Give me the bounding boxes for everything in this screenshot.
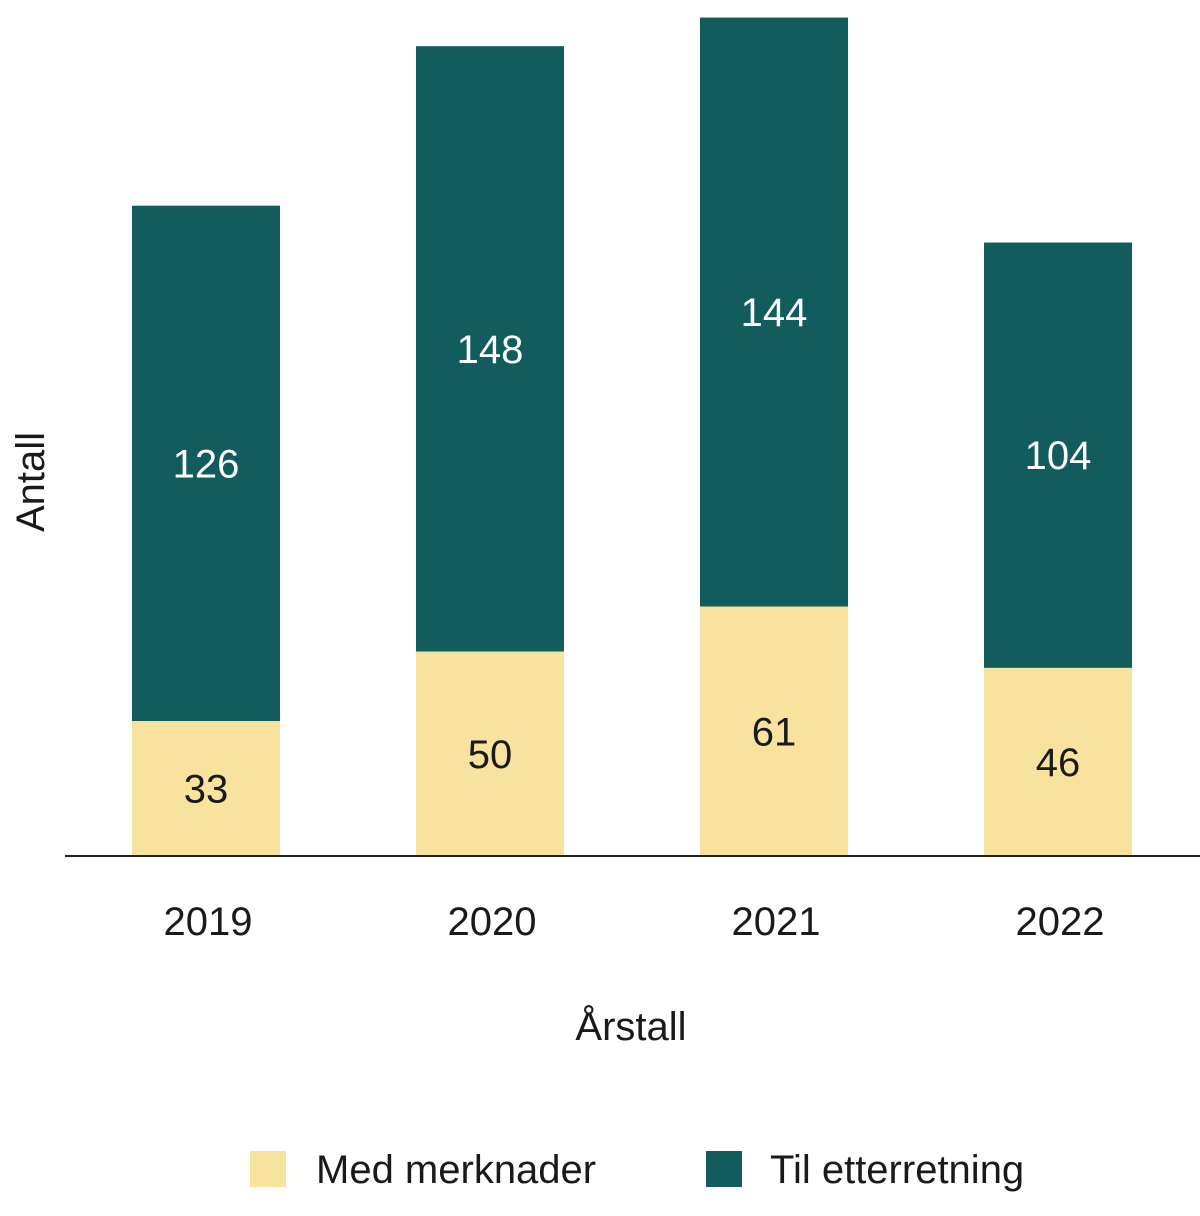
bar-med-merknader-2022: [984, 667, 1132, 856]
data-label-til-etterretning-2019: 126: [173, 442, 240, 486]
x-tick-label-2022: 2022: [1016, 900, 1105, 944]
legend-label-til-etterretning: Til etterretning: [770, 1148, 1024, 1192]
legend-swatch-med-merknader: [250, 1151, 286, 1187]
bar-til-etterretning-2019: [132, 205, 280, 722]
legend-swatch-til-etterretning: [706, 1151, 742, 1187]
legend: Med merknader Til etterretning: [250, 1148, 1024, 1192]
bar-til-etterretning-2021: [700, 17, 848, 607]
bar-med-merknader-2019: [132, 721, 280, 856]
x-tick-label-2020: 2020: [448, 900, 537, 944]
data-label-til-etterretning-2020: 148: [457, 328, 524, 372]
bar-til-etterretning-2020: [416, 46, 564, 652]
x-tick-label-2021: 2021: [732, 900, 821, 944]
data-label-med-merknader-2020: 50: [468, 733, 513, 777]
bar-med-merknader-2021: [700, 606, 848, 856]
data-label-til-etterretning-2021: 144: [741, 291, 808, 335]
data-label-med-merknader-2022: 46: [1036, 741, 1081, 785]
legend-label-med-merknader: Med merknader: [316, 1148, 596, 1192]
bar-til-etterretning-2022: [984, 242, 1132, 668]
y-axis-label: Antall: [9, 432, 53, 532]
data-label-med-merknader-2019: 33: [184, 768, 229, 812]
x-tick-label-2019: 2019: [164, 900, 253, 944]
data-label-med-merknader-2021: 61: [752, 710, 797, 754]
bar-med-merknader-2020: [416, 651, 564, 856]
data-label-til-etterretning-2022: 104: [1025, 434, 1092, 478]
x-axis-label: Årstall: [575, 1004, 686, 1049]
